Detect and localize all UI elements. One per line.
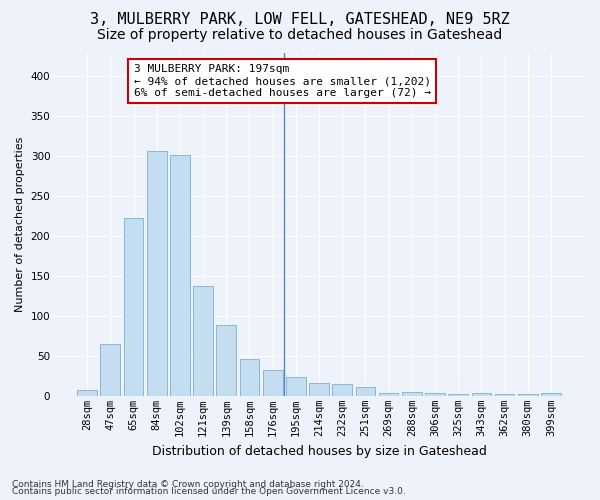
Bar bbox=[286, 376, 306, 396]
Bar bbox=[541, 392, 561, 396]
Bar bbox=[77, 390, 97, 396]
Bar bbox=[263, 370, 283, 396]
Text: 3, MULBERRY PARK, LOW FELL, GATESHEAD, NE9 5RZ: 3, MULBERRY PARK, LOW FELL, GATESHEAD, N… bbox=[90, 12, 510, 28]
Bar bbox=[217, 325, 236, 396]
Bar bbox=[124, 218, 143, 396]
X-axis label: Distribution of detached houses by size in Gateshead: Distribution of detached houses by size … bbox=[152, 444, 487, 458]
Bar bbox=[309, 383, 329, 396]
Text: Contains public sector information licensed under the Open Government Licence v3: Contains public sector information licen… bbox=[12, 487, 406, 496]
Bar bbox=[356, 387, 375, 396]
Bar bbox=[425, 392, 445, 396]
Bar bbox=[193, 286, 213, 396]
Bar bbox=[100, 344, 120, 396]
Text: Size of property relative to detached houses in Gateshead: Size of property relative to detached ho… bbox=[97, 28, 503, 42]
Bar bbox=[495, 394, 514, 396]
Y-axis label: Number of detached properties: Number of detached properties bbox=[15, 136, 25, 312]
Bar bbox=[332, 384, 352, 396]
Text: 3 MULBERRY PARK: 197sqm
← 94% of detached houses are smaller (1,202)
6% of semi-: 3 MULBERRY PARK: 197sqm ← 94% of detache… bbox=[134, 64, 431, 98]
Bar bbox=[170, 154, 190, 396]
Bar bbox=[402, 392, 422, 396]
Bar bbox=[518, 394, 538, 396]
Bar bbox=[448, 394, 468, 396]
Text: Contains HM Land Registry data © Crown copyright and database right 2024.: Contains HM Land Registry data © Crown c… bbox=[12, 480, 364, 489]
Bar bbox=[147, 150, 167, 396]
Bar bbox=[379, 394, 398, 396]
Bar bbox=[472, 394, 491, 396]
Bar bbox=[239, 359, 259, 396]
